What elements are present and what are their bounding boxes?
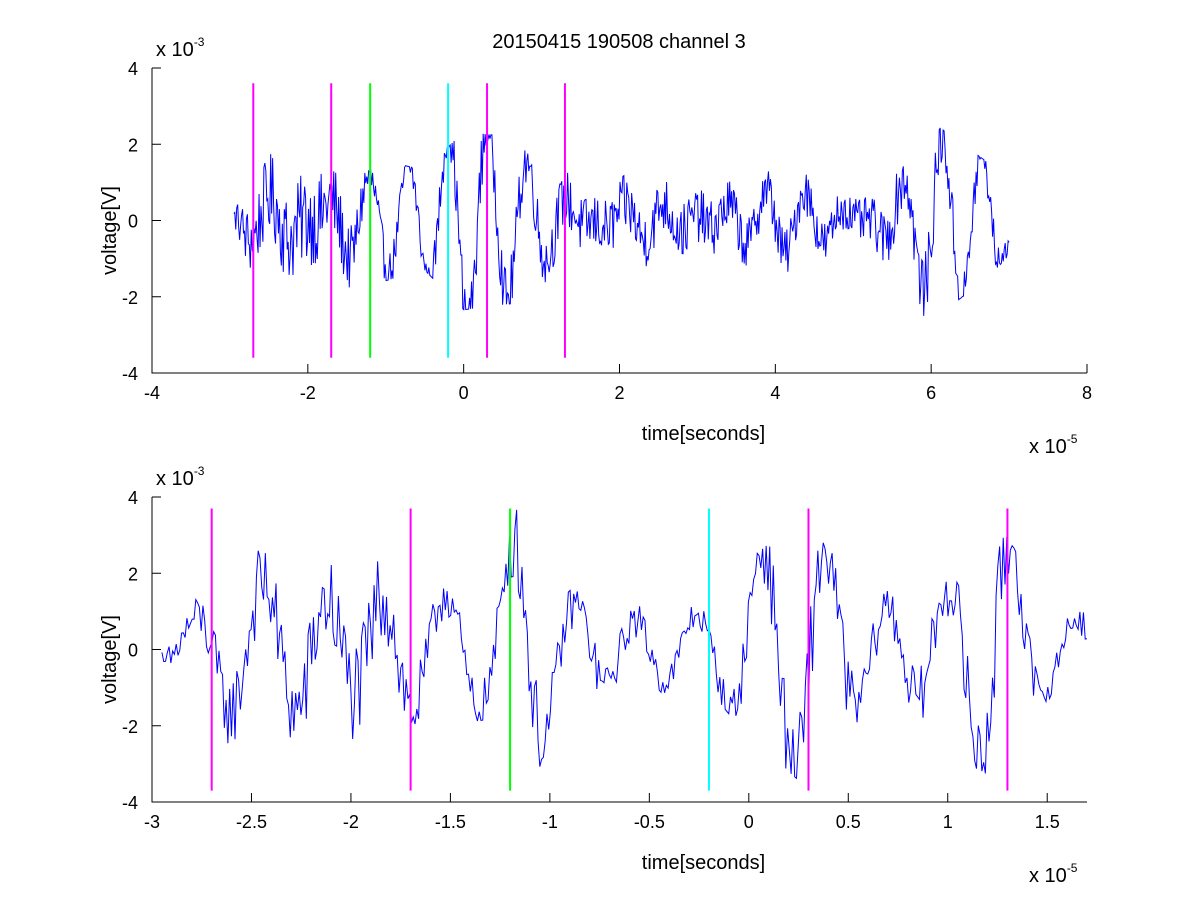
x-tick-label: -2 [300,383,316,403]
x-tick-label: -2.5 [236,812,267,832]
y-axis-multiplier: x 10-3 [156,35,205,61]
x-tick-label: 0 [459,383,469,403]
x-tick-label: -0.5 [634,812,665,832]
x-tick-label: -2 [343,812,359,832]
x-axis-multiplier: x 10-5 [1029,432,1078,458]
x-axis-label: time[seconds] [642,423,765,445]
x-tick-label: 8 [1082,383,1092,403]
top-axes: -4 -2 0 2 4 6 8-4-2024time[seconds]voltage[V]x… [99,35,1092,458]
y-tick-label: 4 [128,59,138,79]
y-tick-label: 2 [128,135,138,155]
voltage-series-line [161,509,1088,780]
y-tick-label: -4 [122,364,138,384]
x-tick-label: 0.5 [836,812,861,832]
y-tick-label: 0 [128,641,138,661]
x-tick-label: -1.5 [435,812,466,832]
y-axis-label: voltage[V] [99,615,121,704]
y-tick-label: -2 [122,717,138,737]
y-tick-label: -4 [122,793,138,813]
y-tick-label: 4 [128,488,138,508]
x-axis-multiplier: x 10-5 [1029,861,1078,887]
x-tick-label: 0 [744,812,754,832]
x-tick-label: 1 [943,812,953,832]
voltage-series-line [233,127,1010,316]
x-tick-label: -4 [144,383,160,403]
chart-title: 20150415 190508 channel 3 [492,31,746,53]
x-tick-label: 1.5 [1035,812,1060,832]
y-tick-label: 2 [128,564,138,584]
bottom-axes: -3 -2.5 -2 -1.5 -1 -0.5 0 0.5 1 1.5 -4 -2 0 2 4 time[se… [99,464,1088,887]
y-tick-label: 0 [128,212,138,232]
y-tick-label: -2 [122,288,138,308]
x-tick-label: -3 [144,812,160,832]
x-tick-label: 4 [770,383,780,403]
x-tick-label: 6 [926,383,936,403]
x-tick-label: 2 [614,383,624,403]
x-tick-label: -1 [542,812,558,832]
y-axis-multiplier: x 10-3 [156,464,205,490]
x-axis-label: time[seconds] [642,852,765,874]
y-axis-label: voltage[V] [99,186,121,275]
